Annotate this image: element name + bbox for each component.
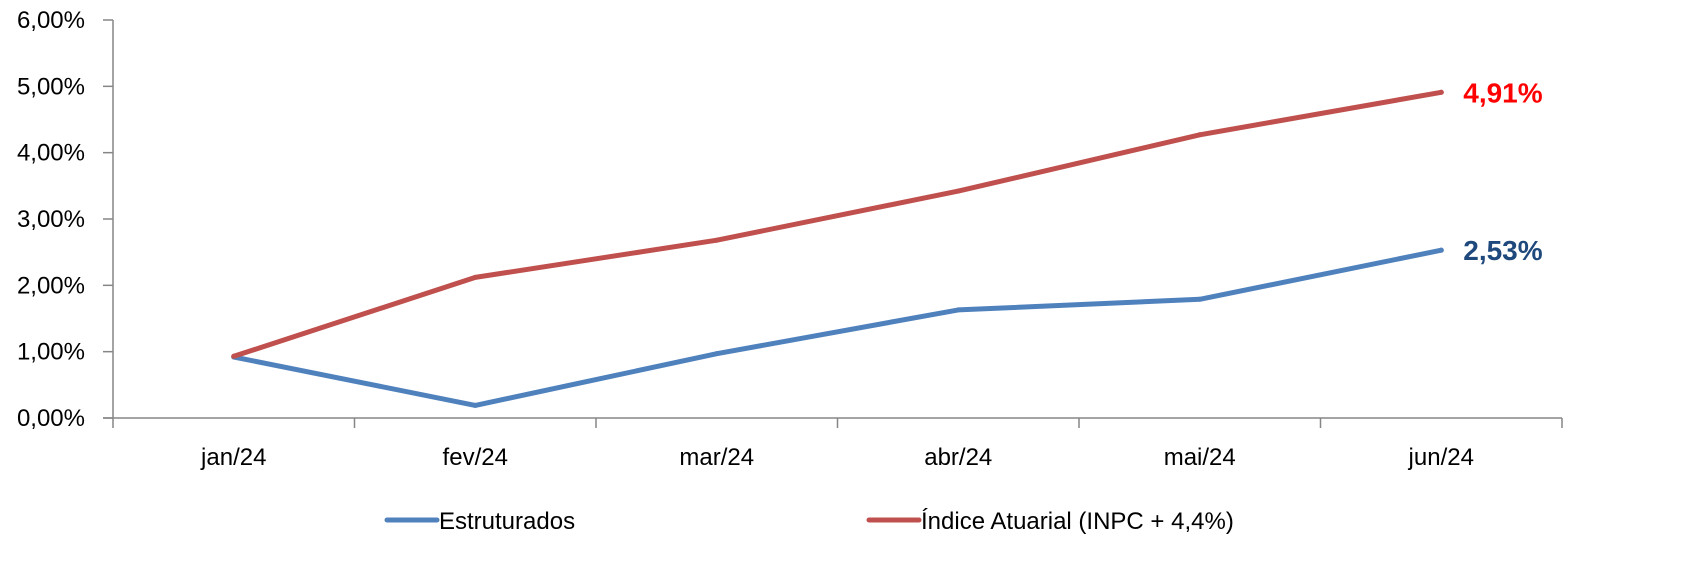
axes xyxy=(103,19,1563,428)
data-point xyxy=(1438,89,1444,95)
series-end-label: 4,91% xyxy=(1463,77,1542,108)
y-tick-label: 3,00% xyxy=(17,206,85,233)
data-point xyxy=(472,274,478,280)
data-point xyxy=(1438,247,1444,253)
x-tick-label: mar/24 xyxy=(679,444,754,471)
x-tick-label: jan/24 xyxy=(200,444,266,471)
y-tick-label: 0,00% xyxy=(17,405,85,432)
series-line-estruturados xyxy=(231,247,1444,408)
legend-label: Estruturados xyxy=(439,508,575,535)
y-tick-label: 2,00% xyxy=(17,272,85,299)
y-tick-label: 4,00% xyxy=(17,140,85,167)
data-point xyxy=(714,351,720,357)
series-end-label: 2,53% xyxy=(1463,235,1542,266)
series-line-indice-atuarial xyxy=(231,89,1444,359)
legend-item: Índice Atuarial (INPC + 4,4%) xyxy=(866,508,1234,535)
legend: Estruturados Índice Atuarial (INPC + 4,4%… xyxy=(384,508,1234,535)
end-labels: 2,53% 4,91% xyxy=(1463,77,1542,266)
y-axis-tick-labels: 0,00% 1,00% 2,00% 3,00% 4,00% 5,00% 6,00% xyxy=(17,7,85,432)
y-tick-label: 1,00% xyxy=(17,339,85,366)
data-point xyxy=(1197,132,1203,138)
y-tick-label: 5,00% xyxy=(17,73,85,100)
y-tick-label: 6,00% xyxy=(17,7,85,34)
data-point xyxy=(472,402,478,408)
x-tick-label: abr/24 xyxy=(924,444,992,471)
series-lines xyxy=(231,89,1444,408)
data-point xyxy=(714,237,720,243)
data-point xyxy=(231,353,237,359)
data-point xyxy=(1197,296,1203,302)
data-point xyxy=(955,188,961,194)
x-axis-tick-labels: jan/24 fev/24 mar/24 abr/24 mai/24 jun/24 xyxy=(200,444,1474,471)
x-tick-label: jun/24 xyxy=(1408,444,1474,471)
legend-item: Estruturados xyxy=(384,508,575,535)
data-point xyxy=(955,307,961,313)
x-tick-label: fev/24 xyxy=(443,444,508,471)
legend-label: Índice Atuarial (INPC + 4,4%) xyxy=(921,508,1234,535)
x-tick-label: mai/24 xyxy=(1164,444,1236,471)
